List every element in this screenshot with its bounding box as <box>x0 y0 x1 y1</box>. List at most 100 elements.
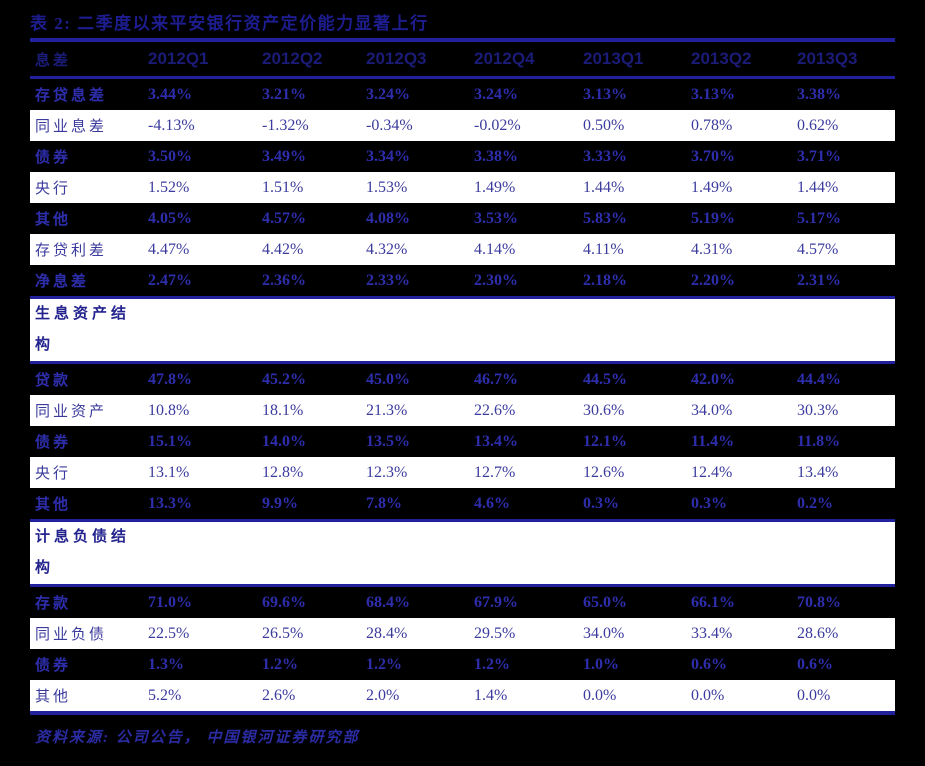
row-value: -0.02% <box>474 116 521 134</box>
row-value: 4.47% <box>148 240 190 258</box>
row-value: 12.3% <box>366 463 408 481</box>
row-value: 22.5% <box>148 624 190 642</box>
row-label: 存贷利差 <box>35 243 108 259</box>
row-value: 14.0% <box>262 432 306 450</box>
row-value: 13.4% <box>797 463 839 481</box>
row-value: 69.6% <box>262 593 306 611</box>
row-value: 4.14% <box>474 240 516 258</box>
row-label: 其他 <box>35 689 72 705</box>
row-value: 26.5% <box>262 624 304 642</box>
row-value: 70.8% <box>797 593 841 611</box>
row-label: 存贷息差 <box>35 88 108 104</box>
row-value: 0.50% <box>583 116 625 134</box>
row-value: 11.8% <box>797 432 841 450</box>
table-row: 存贷息差 3.44% 3.21% 3.24% 3.24% 3.13% 3.13% 3.38% <box>30 79 895 110</box>
row-label: 同业负债 <box>35 627 108 643</box>
header-cell-label: 息差 <box>35 52 72 69</box>
table-row: 央行 13.1% 12.8% 12.3% 12.7% 12.6% 12.4% 13.4% <box>30 457 895 488</box>
row-value: 12.7% <box>474 463 516 481</box>
row-value: 3.24% <box>366 85 410 103</box>
table-row: 债券 3.50% 3.49% 3.34% 3.38% 3.33% 3.70% 3.71% <box>30 141 895 172</box>
row-value: 67.9% <box>474 593 518 611</box>
row-value: 13.5% <box>366 432 410 450</box>
row-value: 0.0% <box>797 686 831 704</box>
row-value: 0.6% <box>691 655 727 673</box>
row-value: 9.9% <box>262 494 298 512</box>
row-value: -1.32% <box>262 116 309 134</box>
row-value: 30.6% <box>583 401 625 419</box>
row-value: 46.7% <box>474 370 518 388</box>
row-value: 4.08% <box>366 209 410 227</box>
row-value: 3.33% <box>583 147 627 165</box>
section-header-row: 计息负债结构 <box>30 519 895 587</box>
row-value: 1.2% <box>262 655 298 673</box>
row-value: 4.57% <box>797 240 839 258</box>
row-value: 33.4% <box>691 624 733 642</box>
report-table: 表 2: 二季度以来平安银行资产定价能力显著上行 息差 2012Q1 2012Q2 2… <box>30 12 895 715</box>
row-value: 0.3% <box>583 494 619 512</box>
section-header-row: 生息资产结构 <box>30 296 895 364</box>
row-value: -4.13% <box>148 116 195 134</box>
row-label: 存款 <box>35 596 72 612</box>
row-value: 1.49% <box>691 178 733 196</box>
table-row: 债券 1.3% 1.2% 1.2% 1.2% 1.0% 0.6% 0.6% <box>30 649 895 680</box>
row-label: 生息资产结构 <box>35 306 131 353</box>
table-row: 贷款 47.8% 45.2% 45.0% 46.7% 44.5% 42.0% 44.4% <box>30 364 895 395</box>
row-label: 同业息差 <box>35 119 108 135</box>
row-value: 21.3% <box>366 401 408 419</box>
table-row: 存款 71.0% 69.6% 68.4% 67.9% 65.0% 66.1% 70.8% <box>30 587 895 618</box>
row-value: 3.38% <box>474 147 518 165</box>
row-label: 贷款 <box>35 373 72 389</box>
header-cell-quarter: 2012Q4 <box>474 49 535 68</box>
row-value: 1.3% <box>148 655 184 673</box>
row-label: 央行 <box>35 466 72 482</box>
row-value: 3.53% <box>474 209 518 227</box>
row-value: 65.0% <box>583 593 627 611</box>
row-value: 3.13% <box>583 85 627 103</box>
row-value: 34.0% <box>583 624 625 642</box>
row-value: 0.2% <box>797 494 833 512</box>
header-cell-quarter: 2012Q2 <box>262 49 323 68</box>
table-row: 同业负债 22.5% 26.5% 28.4% 29.5% 34.0% 33.4% 28.6% <box>30 618 895 649</box>
header-cell-quarter: 2013Q2 <box>691 49 752 68</box>
table-row: 存贷利差 4.47% 4.42% 4.32% 4.14% 4.11% 4.31% 4.57% <box>30 234 895 265</box>
row-value: 2.36% <box>262 271 306 289</box>
row-value: 0.6% <box>797 655 833 673</box>
row-value: 1.44% <box>797 178 839 196</box>
table-row: 同业息差 -4.13% -1.32% -0.34% -0.02% 0.50% 0.78% 0.… <box>30 110 895 141</box>
row-label: 其他 <box>35 212 72 228</box>
row-value: 28.6% <box>797 624 839 642</box>
table-title: 表 2: 二季度以来平安银行资产定价能力显著上行 <box>30 14 429 33</box>
row-value: 28.4% <box>366 624 408 642</box>
row-value: 66.1% <box>691 593 735 611</box>
row-value: 1.53% <box>366 178 408 196</box>
header-cell-quarter: 2012Q3 <box>366 49 427 68</box>
row-value: 13.4% <box>474 432 518 450</box>
table-rows: 存贷息差 3.44% 3.21% 3.24% 3.24% 3.13% 3.13% 3.38% 同… <box>30 79 895 715</box>
row-value: 3.21% <box>262 85 306 103</box>
table-row: 其他 4.05% 4.57% 4.08% 3.53% 5.83% 5.19% 5.17% <box>30 203 895 234</box>
row-value: 1.52% <box>148 178 190 196</box>
row-value: 1.2% <box>366 655 402 673</box>
row-value: 3.13% <box>691 85 735 103</box>
row-value: 3.71% <box>797 147 841 165</box>
row-value: 3.49% <box>262 147 306 165</box>
table-row: 债券 15.1% 14.0% 13.5% 13.4% 12.1% 11.4% 11.8% <box>30 426 895 457</box>
row-value: 12.6% <box>583 463 625 481</box>
row-value: 13.1% <box>148 463 190 481</box>
row-value: 3.24% <box>474 85 518 103</box>
header-cell-quarter: 2013Q1 <box>583 49 644 68</box>
row-value: 5.2% <box>148 686 182 704</box>
row-value: -0.34% <box>366 116 413 134</box>
row-value: 2.20% <box>691 271 735 289</box>
row-value: 10.8% <box>148 401 190 419</box>
row-value: 7.8% <box>366 494 402 512</box>
row-value: 0.78% <box>691 116 733 134</box>
row-label: 债券 <box>35 150 72 166</box>
row-value: 29.5% <box>474 624 516 642</box>
row-value: 45.0% <box>366 370 410 388</box>
table-header-row: 息差 2012Q1 2012Q2 2012Q3 2012Q4 2013Q1 2013Q2 20… <box>30 42 895 79</box>
row-value: 1.0% <box>583 655 619 673</box>
row-value: 0.62% <box>797 116 839 134</box>
row-value: 5.17% <box>797 209 841 227</box>
